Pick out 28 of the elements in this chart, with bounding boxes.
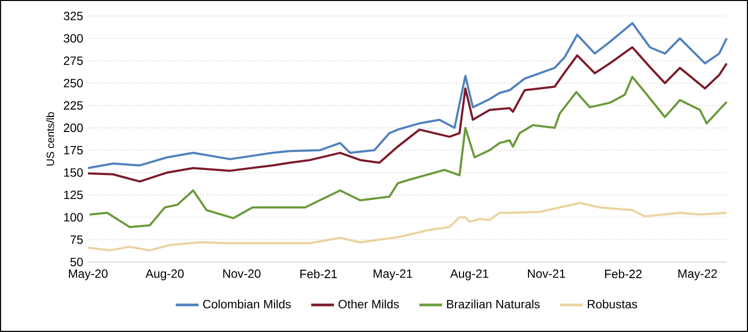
legend-label: Other Milds — [338, 300, 399, 308]
x-tick-label: Feb-22 — [605, 269, 642, 278]
y-tick-label: 75 — [70, 235, 83, 244]
y-tick-label: 225 — [64, 101, 83, 110]
x-tick-label: May-22 — [678, 269, 717, 280]
y-tick-label: 100 — [64, 213, 83, 222]
x-tick-label: Nov-20 — [223, 269, 260, 278]
y-tick-label: 150 — [64, 168, 83, 177]
legend-label: Robustas — [588, 300, 638, 308]
line-series — [86, 46, 728, 183]
x-tick-label: May-20 — [68, 269, 108, 280]
y-tick-label: 325 — [64, 12, 83, 20]
legend-label: Brazilian Naturals — [447, 300, 540, 308]
line-series — [86, 22, 728, 170]
y-tick-label: 50 — [70, 258, 83, 266]
x-tick-label: Aug-21 — [450, 269, 488, 280]
x-tick-label: Aug-20 — [145, 269, 184, 280]
x-tick-label: Nov-21 — [528, 269, 566, 278]
y-tick-label: 275 — [64, 56, 83, 65]
y-tick-label: 300 — [64, 34, 83, 43]
y-tick-label: 125 — [64, 190, 83, 200]
y-axis-title: US cents/lb — [46, 112, 54, 166]
x-tick-label: Feb-21 — [300, 269, 337, 278]
x-tick-label: May-21 — [374, 269, 412, 280]
legend-label: Colombian Milds — [203, 300, 291, 308]
y-tick-label: 250 — [64, 78, 83, 88]
y-tick-label: 175 — [64, 146, 83, 154]
y-tick-label: 200 — [64, 124, 83, 132]
